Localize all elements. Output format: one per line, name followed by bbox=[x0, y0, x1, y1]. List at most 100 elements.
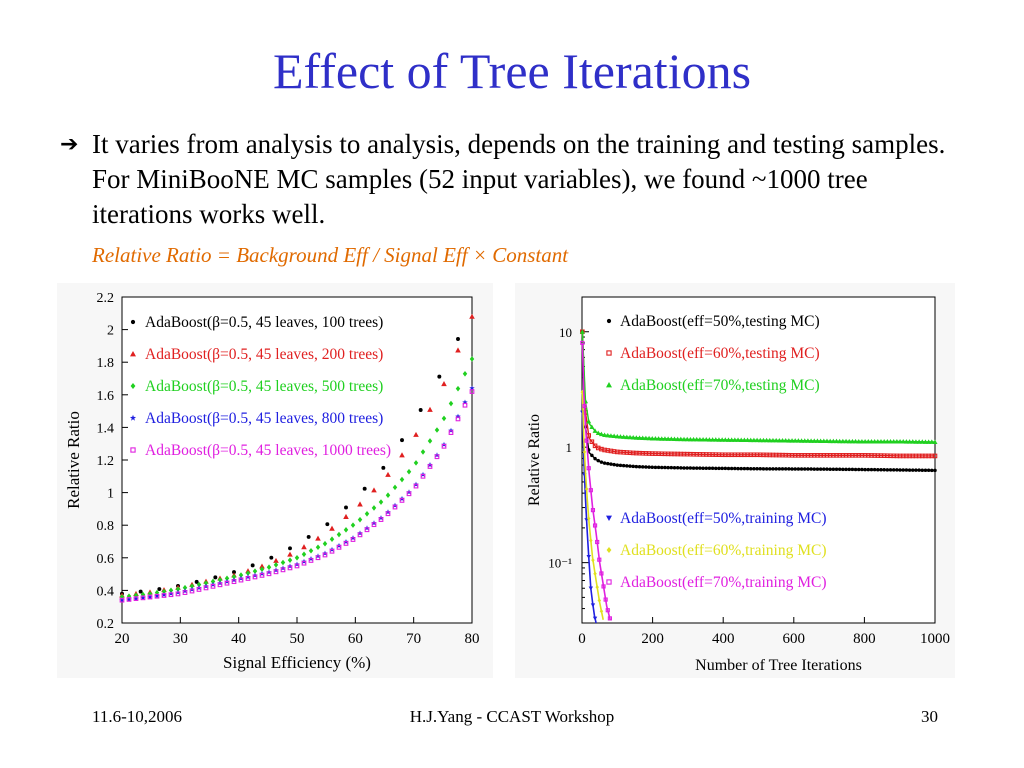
data-point bbox=[381, 465, 386, 470]
data-point bbox=[598, 431, 604, 437]
series-4 bbox=[119, 389, 475, 603]
data-point bbox=[857, 467, 861, 472]
data-point bbox=[669, 465, 674, 470]
data-point bbox=[308, 558, 314, 563]
x-axis-label: Number of Tree Iterations bbox=[695, 657, 862, 674]
legend-entry: AdaBoost(β=0.5, 45 leaves, 1000 trees) bbox=[145, 442, 391, 459]
data-point bbox=[710, 466, 715, 471]
data-point bbox=[602, 461, 607, 465]
x-tick-label: 400 bbox=[712, 631, 735, 647]
legend-marker bbox=[606, 515, 612, 521]
data-point bbox=[231, 573, 237, 580]
data-point bbox=[592, 616, 598, 621]
data-point bbox=[792, 438, 798, 443]
data-point bbox=[656, 465, 661, 470]
data-point bbox=[710, 437, 716, 442]
data-point bbox=[684, 436, 690, 442]
legend-marker bbox=[606, 579, 612, 585]
data-point bbox=[630, 435, 636, 440]
data-point bbox=[329, 536, 335, 543]
data-point bbox=[780, 467, 785, 471]
data-point bbox=[891, 468, 896, 472]
data-point bbox=[773, 437, 779, 443]
data-point bbox=[631, 464, 635, 469]
data-point bbox=[608, 433, 614, 438]
data-point bbox=[301, 560, 307, 566]
data-point bbox=[640, 435, 646, 441]
y-tick-label: 0.2 bbox=[97, 617, 115, 632]
legend-entry: AdaBoost(β=0.5, 45 leaves, 500 trees) bbox=[145, 378, 383, 395]
data-point bbox=[876, 467, 880, 472]
legend-entry: AdaBoost(β=0.5, 45 leaves, 800 trees) bbox=[145, 410, 383, 427]
x-tick-label: 200 bbox=[641, 631, 664, 647]
data-point bbox=[802, 467, 807, 471]
data-point bbox=[371, 522, 377, 528]
data-point bbox=[119, 597, 125, 603]
data-point bbox=[427, 464, 433, 469]
data-point bbox=[933, 468, 937, 473]
data-point bbox=[593, 456, 597, 461]
data-point bbox=[259, 563, 265, 569]
data-point bbox=[706, 437, 712, 442]
data-point bbox=[824, 438, 830, 444]
data-point bbox=[602, 432, 608, 437]
data-point bbox=[668, 436, 674, 441]
data-point bbox=[586, 466, 591, 471]
data-point bbox=[462, 402, 468, 408]
y-tick-label: 0.8 bbox=[97, 519, 115, 534]
data-point bbox=[612, 462, 616, 467]
data-point bbox=[427, 438, 433, 444]
data-point bbox=[840, 438, 846, 444]
data-point bbox=[294, 563, 300, 569]
data-point bbox=[815, 467, 820, 471]
data-point bbox=[768, 467, 772, 471]
data-point bbox=[266, 571, 272, 577]
data-point bbox=[455, 413, 461, 419]
data-point bbox=[685, 466, 689, 470]
data-point bbox=[627, 434, 633, 440]
data-point bbox=[853, 438, 859, 444]
data-point bbox=[322, 540, 328, 547]
data-point bbox=[834, 467, 839, 472]
data-point bbox=[441, 415, 447, 422]
y-tick-label: 0.6 bbox=[97, 552, 115, 567]
footer-date: 11.6-10,2006 bbox=[92, 707, 183, 726]
data-point bbox=[306, 534, 311, 539]
data-point bbox=[126, 597, 132, 602]
x-tick-label: 40 bbox=[231, 631, 246, 647]
data-point bbox=[597, 598, 602, 603]
legend-marker bbox=[606, 318, 612, 324]
data-point bbox=[748, 437, 754, 443]
data-point bbox=[812, 467, 817, 471]
data-point bbox=[650, 465, 654, 470]
data-point bbox=[597, 557, 602, 562]
legend-entry: AdaBoost(β=0.5, 45 leaves, 200 trees) bbox=[145, 346, 383, 363]
data-point bbox=[720, 466, 724, 471]
data-point bbox=[595, 539, 600, 545]
data-point bbox=[203, 585, 209, 591]
data-point bbox=[469, 313, 475, 319]
data-point bbox=[821, 438, 827, 444]
data-point bbox=[175, 586, 181, 592]
data-point bbox=[287, 557, 293, 563]
x-tick-label: 1000 bbox=[920, 631, 950, 647]
data-point bbox=[196, 587, 202, 592]
data-point bbox=[273, 569, 279, 575]
data-point bbox=[357, 516, 363, 523]
data-point bbox=[868, 439, 874, 444]
y-tick-label: 10 bbox=[559, 325, 572, 340]
data-point bbox=[822, 467, 826, 471]
data-point bbox=[628, 464, 632, 468]
y-axis-label: Relative Ratio bbox=[64, 411, 83, 509]
x-tick-label: 20 bbox=[115, 631, 130, 647]
data-point bbox=[621, 463, 626, 468]
data-point bbox=[682, 466, 686, 470]
data-point bbox=[590, 508, 596, 513]
data-point bbox=[649, 435, 655, 441]
legend-entry: AdaBoost(β=0.5, 45 leaves, 100 trees) bbox=[145, 314, 383, 331]
data-point bbox=[586, 418, 592, 424]
data-point bbox=[884, 439, 890, 444]
data-point bbox=[329, 525, 335, 531]
data-point bbox=[329, 548, 335, 554]
data-point bbox=[652, 436, 658, 441]
